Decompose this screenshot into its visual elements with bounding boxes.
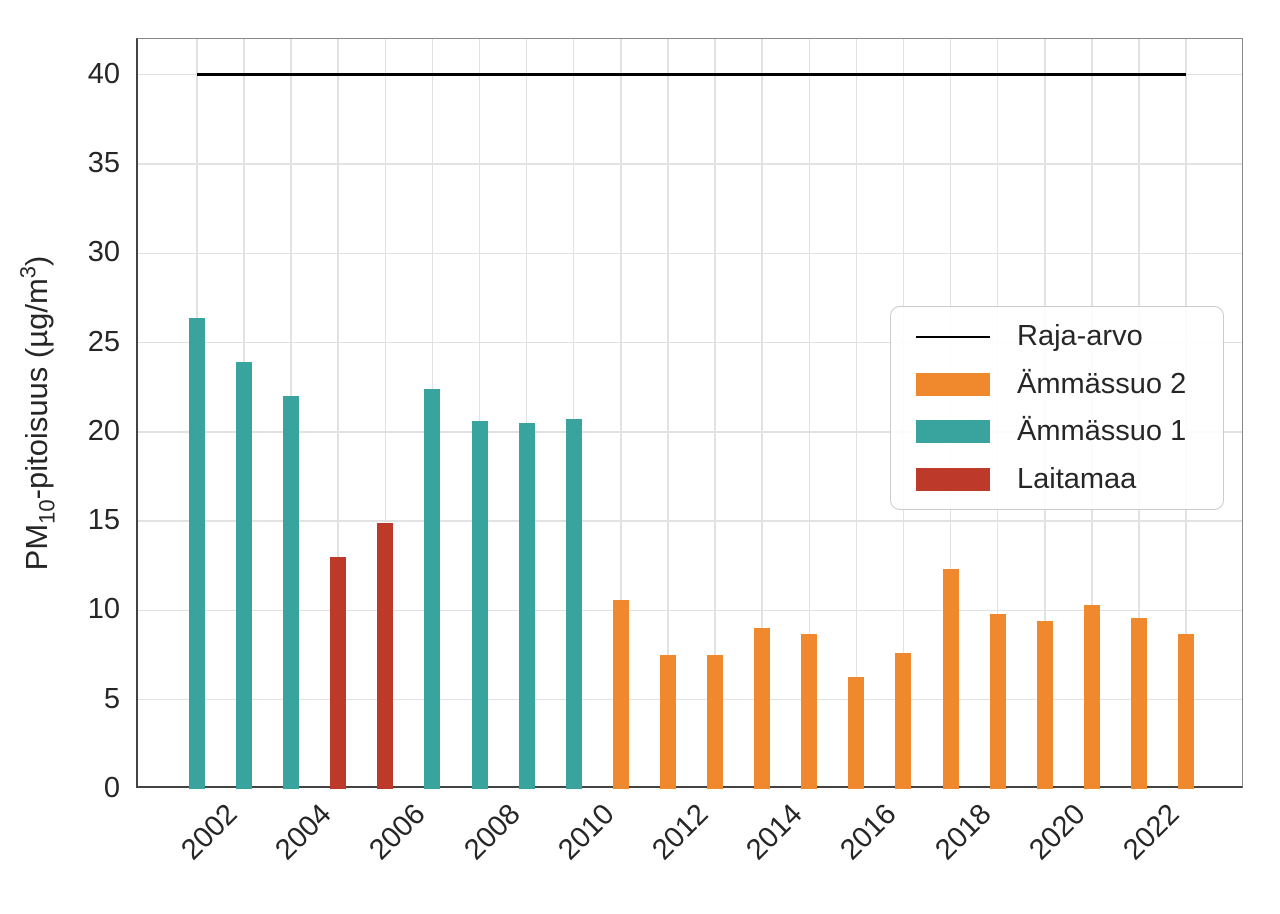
y-tick-label: 0 bbox=[103, 772, 120, 804]
gridline-horizontal bbox=[138, 431, 1242, 433]
legend-color-swatch bbox=[916, 467, 990, 491]
bar-2015 bbox=[801, 633, 818, 789]
legend-label: Raja-arvo bbox=[1017, 320, 1143, 353]
bar-2002 bbox=[188, 317, 205, 789]
gridline-vertical bbox=[337, 39, 339, 786]
legend-label: Ämmässuo 2 bbox=[1017, 367, 1187, 400]
bar-2017 bbox=[895, 653, 912, 789]
limit-line bbox=[196, 73, 1187, 77]
legend-swatch-wrap bbox=[916, 335, 990, 338]
x-tick-label: 2008 bbox=[457, 798, 527, 867]
gridline-vertical bbox=[478, 39, 481, 786]
gridline-vertical bbox=[855, 39, 858, 786]
bar-2018 bbox=[942, 569, 959, 789]
bar-2007 bbox=[424, 389, 441, 789]
y-tick-label: 15 bbox=[87, 504, 120, 537]
x-tick-label: 2002 bbox=[175, 798, 244, 867]
gridline-vertical bbox=[808, 39, 811, 786]
bar-2014 bbox=[754, 628, 771, 789]
bar-2021 bbox=[1083, 605, 1100, 789]
gridline-vertical bbox=[761, 39, 763, 786]
gridline-horizontal bbox=[138, 609, 1242, 612]
x-tick-label: 2018 bbox=[928, 798, 998, 867]
bar-2023 bbox=[1178, 633, 1195, 789]
x-tick-label: 2020 bbox=[1023, 798, 1092, 867]
legend-swatch-wrap bbox=[916, 420, 990, 444]
legend-swatch-wrap bbox=[916, 372, 990, 396]
x-tick-label: 2016 bbox=[834, 798, 903, 867]
x-tick-label: 2004 bbox=[269, 798, 338, 867]
gridline-vertical bbox=[667, 39, 669, 786]
bar-2020 bbox=[1036, 621, 1053, 789]
bar-2019 bbox=[989, 614, 1006, 789]
legend-swatch-wrap bbox=[916, 467, 990, 491]
y-tick-label: 30 bbox=[87, 236, 120, 269]
x-tick-label: 2006 bbox=[363, 798, 432, 867]
legend-item: Ämmässuo 2 bbox=[891, 361, 1223, 409]
x-tick-label: 2010 bbox=[552, 798, 621, 867]
gridline-vertical bbox=[714, 39, 716, 786]
legend-color-swatch bbox=[916, 372, 990, 396]
legend: Raja-arvo Ämmässuo 2 Ämmässuo 1 Laitamaa bbox=[890, 306, 1224, 510]
y-tick-label: 35 bbox=[87, 147, 120, 179]
legend-color-swatch bbox=[916, 420, 990, 444]
bar-2022 bbox=[1131, 617, 1147, 789]
y-tick-label: 20 bbox=[87, 414, 120, 447]
x-tick-label: 2014 bbox=[740, 798, 809, 867]
y-tick-label: 5 bbox=[103, 682, 120, 715]
gridline-horizontal bbox=[138, 698, 1242, 701]
bar-2005 bbox=[330, 556, 347, 789]
gridline-vertical bbox=[384, 39, 387, 786]
gridline-horizontal bbox=[138, 163, 1242, 165]
bar-2003 bbox=[235, 362, 252, 789]
x-tick-label: 2012 bbox=[646, 798, 715, 867]
legend-label: Laitamaa bbox=[1017, 462, 1137, 495]
y-tick-label: 40 bbox=[87, 57, 120, 90]
legend-label: Ämmässuo 1 bbox=[1017, 415, 1187, 448]
legend-item: Ämmässuo 1 bbox=[891, 408, 1223, 456]
gridline-horizontal bbox=[138, 520, 1242, 522]
y-tick-label: 10 bbox=[87, 593, 120, 626]
x-tick-label: 2022 bbox=[1117, 798, 1186, 867]
bar-2016 bbox=[848, 676, 865, 789]
bar-2013 bbox=[707, 655, 724, 789]
bar-2006 bbox=[377, 522, 394, 789]
gridline-horizontal bbox=[138, 252, 1242, 255]
bar-2009 bbox=[518, 422, 535, 789]
bar-2010 bbox=[565, 419, 582, 789]
gridline-vertical bbox=[525, 39, 528, 786]
bar-2011 bbox=[612, 599, 629, 789]
gridline-vertical bbox=[572, 39, 575, 786]
bar-2004 bbox=[283, 396, 300, 789]
legend-line-swatch bbox=[916, 335, 990, 338]
gridline-vertical bbox=[620, 39, 622, 786]
y-tick-label: 25 bbox=[87, 325, 120, 358]
legend-item: Laitamaa bbox=[891, 456, 1223, 504]
bar-2012 bbox=[659, 655, 676, 789]
gridline-horizontal bbox=[138, 341, 1242, 344]
bar-2008 bbox=[471, 421, 488, 789]
legend-item: Raja-arvo bbox=[891, 313, 1223, 361]
